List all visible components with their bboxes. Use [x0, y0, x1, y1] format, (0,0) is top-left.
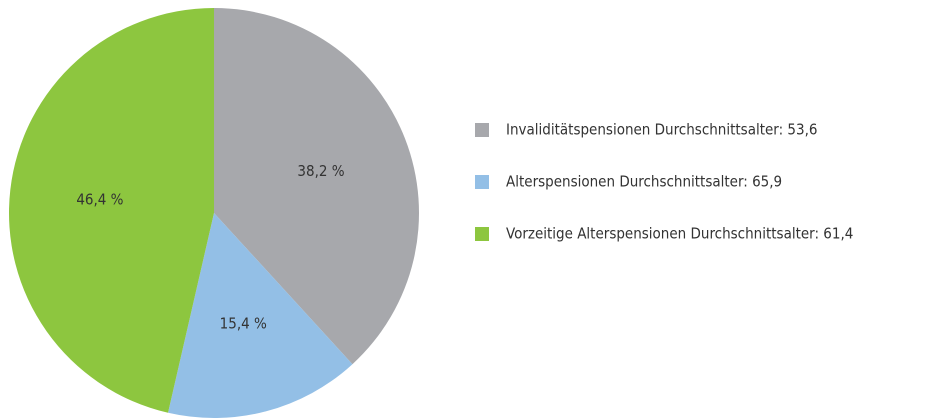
pie-slice [214, 8, 420, 365]
legend-label: Alterspensionen Durchschnittsalter: 65,9 [506, 173, 782, 191]
legend-swatch [475, 227, 489, 241]
pie-slice [168, 213, 353, 418]
pie-slice [8, 8, 215, 413]
legend-swatch [475, 175, 489, 189]
legend-swatch [475, 123, 489, 137]
slice-label: 38,2 % [297, 162, 344, 180]
slice-label: 15,4 % [220, 315, 267, 333]
slice-label: 46,4 % [76, 191, 123, 209]
legend-label: Invaliditätspensionen Durchschnittsalter… [506, 121, 817, 139]
legend-label: Vorzeitige Alterspensionen Durchschnitts… [506, 225, 853, 243]
